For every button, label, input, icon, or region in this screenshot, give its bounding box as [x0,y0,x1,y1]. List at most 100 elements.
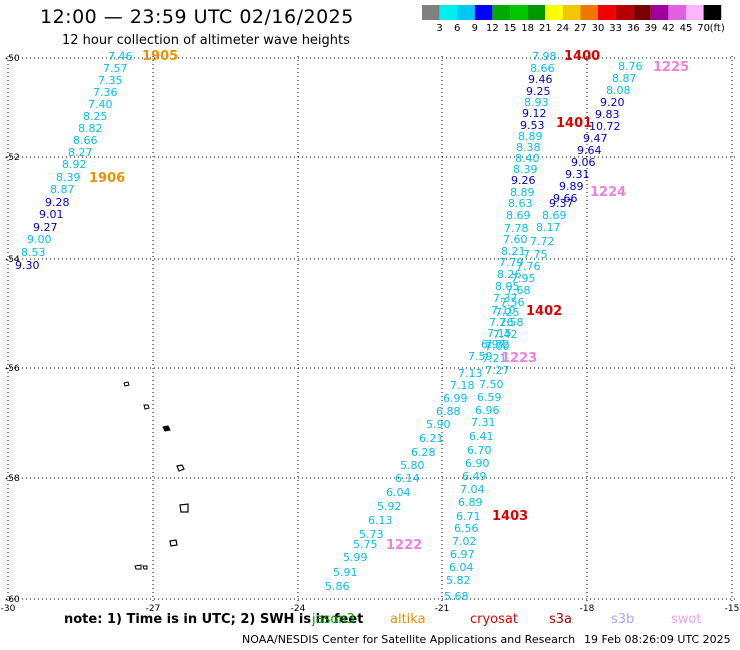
swh-value: 7.37 [493,292,518,305]
swh-value: 7.26 [489,316,514,329]
swh-value: 7.75 [523,248,548,261]
swh-values-layer: 7.467.577.357.367.408.258.828.668.278.92… [15,50,643,603]
swh-value: 6.96 [475,404,500,417]
axis-labels-layer: -30 -27 -24 -21 -18 -15 -50 -52 -54 -56 -58 -60 [1,54,740,612]
swh-value: 6.99 [443,392,468,405]
swh-value: 7.13 [458,367,483,380]
swh-value: 7.95 [511,272,536,285]
swh-value: 8.27 [68,146,93,159]
swh-value: 5.73 [359,528,384,541]
colorbar-swatch [527,5,546,20]
swh-value: 8.89 [518,130,543,143]
colorbar-tick-label: 6 [454,23,460,34]
swh-value: 6.97 [450,548,475,561]
swh-value: 7.36 [93,86,118,99]
swh-value: 9.30 [15,259,40,272]
colorbar-swatch [439,5,458,20]
swh-value: 7.57 [103,62,128,75]
swh-value: 6.49 [462,470,487,483]
track-label: 1402 [526,304,562,319]
swh-value: 9.31 [565,168,590,181]
swh-value: 7.35 [98,74,123,87]
swh-value: 9.20 [600,96,625,109]
colorbar-swatch [668,5,686,20]
mission-swot: swot [671,612,702,627]
swh-value: 9.28 [45,196,70,209]
lat-tick-label: -52 [5,153,20,163]
swh-value: 8.87 [612,72,637,85]
swh-value: 7.21 [482,352,507,365]
mission-cryosat: cryosat [470,612,518,627]
swh-value: 8.17 [536,221,561,234]
colorbar-swatch [650,5,669,20]
colorbar-tick-label: 70 [697,23,710,34]
colorbar-tick-label: 42 [662,23,675,34]
swh-value: 6.88 [436,405,461,418]
lat-tick-label: -58 [5,474,20,484]
swh-value: 8.25 [83,110,108,123]
swh-value: 9.89 [559,180,584,193]
swh-value: 7.18 [450,379,475,392]
track-label: 1906 [89,171,125,186]
island-outlines [123,381,189,570]
lon-tick-label: -27 [146,604,161,612]
colorbar-tick-label: 27 [574,23,587,34]
swh-value: 7.68 [506,284,531,297]
colorbar-swatch [598,5,616,20]
swh-value: 5.99 [343,551,368,564]
swh-value: 6.90 [465,457,490,470]
colorbar-tick-label: 3 [436,23,442,34]
track-labels-layer: 1905 1906 1400 1401 1402 1403 1225 1224 1223 1222 [89,49,689,553]
swh-value: 7.50 [479,378,504,391]
page-subtitle: 12 hour collection of altimeter wave hei… [62,33,350,48]
colorbar-swatch [510,5,528,20]
lat-tick-label: -60 [5,595,20,605]
footer-credit: NOAA/NESDIS Center for Satellite Applica… [242,633,576,646]
swh-value: 6.14 [395,472,420,485]
swh-value: 8.38 [516,141,541,154]
swh-value: 6.71 [456,510,481,523]
track-label: 1224 [590,185,626,200]
colorbar-swatch [545,5,563,20]
swh-value: 9.06 [571,156,596,169]
swh-value: 8.66 [73,134,98,147]
track-label: 1225 [653,60,689,75]
swh-value: 6.59 [477,391,502,404]
swh-value: 8.26 [497,268,522,281]
colorbar-tick-label: 30 [592,23,605,34]
colorbar-tick-label: 33 [609,23,622,34]
mission-altika: altika [390,612,426,627]
track-label: 1403 [492,509,528,524]
colorbar-tick-label: 15 [504,23,517,34]
colorbar-tick-label: 21 [539,23,552,34]
lat-tick-label: -54 [5,255,20,265]
track-label: 1223 [501,351,537,366]
swh-value: 8.39 [56,171,81,184]
swh-value: 5.68 [444,590,469,603]
mission-s3b: s3b [611,612,635,627]
map-gridlines [6,56,736,604]
swh-value: 8.69 [506,209,531,222]
swh-value: 7.40 [88,98,113,111]
track-label: 1222 [386,538,422,553]
swh-value: 6.97 [481,338,506,351]
swh-value: 7.56 [500,296,525,309]
swh-value: 7.42 [493,328,518,341]
colorbar-swatch [492,5,510,20]
swh-value: 7.72 [530,235,555,248]
island-outline [162,425,171,432]
swh-value: 7.76 [516,260,541,273]
swh-value: 9.00 [27,233,52,246]
swh-value: 7.25 [495,306,520,319]
colorbar-tick-label: 12 [486,23,499,34]
swh-value: 8.05 [495,280,520,293]
swh-value: 6.13 [368,514,393,527]
colorbar-tick-label: 9 [472,23,478,34]
track-label: 1401 [556,116,592,131]
lat-tick-label: -50 [5,54,20,64]
swh-value: 7.98 [532,50,557,63]
island-outline [143,404,150,410]
mission-s3a: s3a [549,612,573,627]
swh-value: 7.15 [487,327,512,340]
